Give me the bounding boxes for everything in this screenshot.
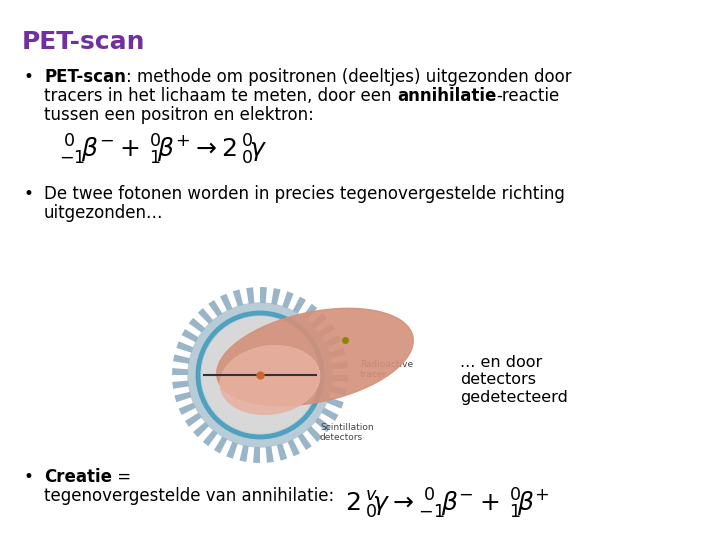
Polygon shape [321, 408, 338, 421]
Text: PET-scan: PET-scan [22, 30, 145, 54]
Polygon shape [276, 443, 287, 461]
Polygon shape [287, 439, 300, 456]
Polygon shape [233, 289, 243, 307]
Polygon shape [302, 304, 317, 320]
Text: uitgezonden…: uitgezonden… [44, 205, 163, 222]
Polygon shape [260, 287, 267, 303]
Text: •: • [24, 185, 34, 203]
Polygon shape [271, 288, 281, 305]
Text: tegenovergestelde van annihilatie:: tegenovergestelde van annihilatie: [44, 487, 345, 505]
Text: tegenovergestelde van annihilatie:: tegenovergestelde van annihilatie: [44, 487, 345, 505]
Text: $_{-1}^{\;0}\!\beta^{-} + \,{}_{1}^{0}\!\beta^{+} \rightarrow 2\,{}_{0}^{0}\!\ga: $_{-1}^{\;0}\!\beta^{-} + \,{}_{1}^{0}\!… [59, 133, 267, 167]
Polygon shape [173, 354, 190, 364]
Polygon shape [226, 442, 238, 458]
Polygon shape [179, 402, 196, 415]
Polygon shape [176, 341, 194, 353]
Polygon shape [266, 446, 274, 463]
Text: Creatie: Creatie [44, 468, 112, 486]
Polygon shape [293, 296, 306, 314]
Text: =: = [112, 468, 131, 486]
Polygon shape [198, 308, 213, 324]
Polygon shape [172, 368, 188, 375]
Text: : methode om positronen (deeltjes) uitgezonden door: : methode om positronen (deeltjes) uitge… [126, 68, 572, 86]
Polygon shape [297, 433, 312, 450]
Polygon shape [181, 329, 199, 342]
Text: annihilatie: annihilatie [397, 87, 496, 105]
Polygon shape [193, 422, 209, 437]
Polygon shape [253, 447, 260, 463]
Polygon shape [185, 413, 202, 427]
Polygon shape [246, 287, 254, 304]
Polygon shape [311, 313, 327, 328]
Text: •: • [24, 68, 34, 86]
Polygon shape [282, 291, 294, 308]
Text: tracers in het lichaam te meten, door een: tracers in het lichaam te meten, door ee… [44, 87, 397, 105]
Polygon shape [220, 294, 233, 311]
Polygon shape [330, 386, 347, 395]
Polygon shape [324, 335, 341, 347]
Polygon shape [214, 436, 228, 454]
Text: •: • [24, 468, 34, 486]
Text: PET-scan: PET-scan [44, 68, 126, 86]
Circle shape [188, 303, 332, 447]
Text: Radioactive
tracer: Radioactive tracer [360, 360, 413, 380]
Polygon shape [331, 361, 348, 369]
Text: -reactie: -reactie [496, 87, 559, 105]
Ellipse shape [217, 308, 413, 406]
Text: De twee fotonen worden in precies tegenovergestelde richting: De twee fotonen worden in precies tegeno… [44, 185, 565, 203]
Text: $2\,{}_{0}^{v}\!\gamma \rightarrow {}_{-1}^{\;0}\!\beta^{-} + \,{}_{1}^{0}\!\bet: $2\,{}_{0}^{v}\!\gamma \rightarrow {}_{-… [345, 487, 549, 522]
Polygon shape [189, 318, 205, 333]
Ellipse shape [220, 346, 320, 414]
Polygon shape [240, 445, 248, 462]
Text: Scintillation
detectors: Scintillation detectors [320, 423, 374, 442]
Polygon shape [174, 392, 192, 402]
Polygon shape [326, 397, 343, 409]
Polygon shape [172, 381, 189, 389]
Polygon shape [307, 426, 323, 442]
Polygon shape [208, 300, 222, 317]
Polygon shape [332, 375, 348, 382]
Circle shape [202, 317, 318, 433]
Polygon shape [318, 323, 335, 338]
Polygon shape [315, 417, 331, 432]
Text: tussen een positron en elektron:: tussen een positron en elektron: [44, 106, 314, 124]
Polygon shape [203, 430, 217, 446]
Text: ... en door
detectors
gedetecteerd: ... en door detectors gedetecteerd [460, 355, 568, 405]
Polygon shape [328, 348, 346, 358]
